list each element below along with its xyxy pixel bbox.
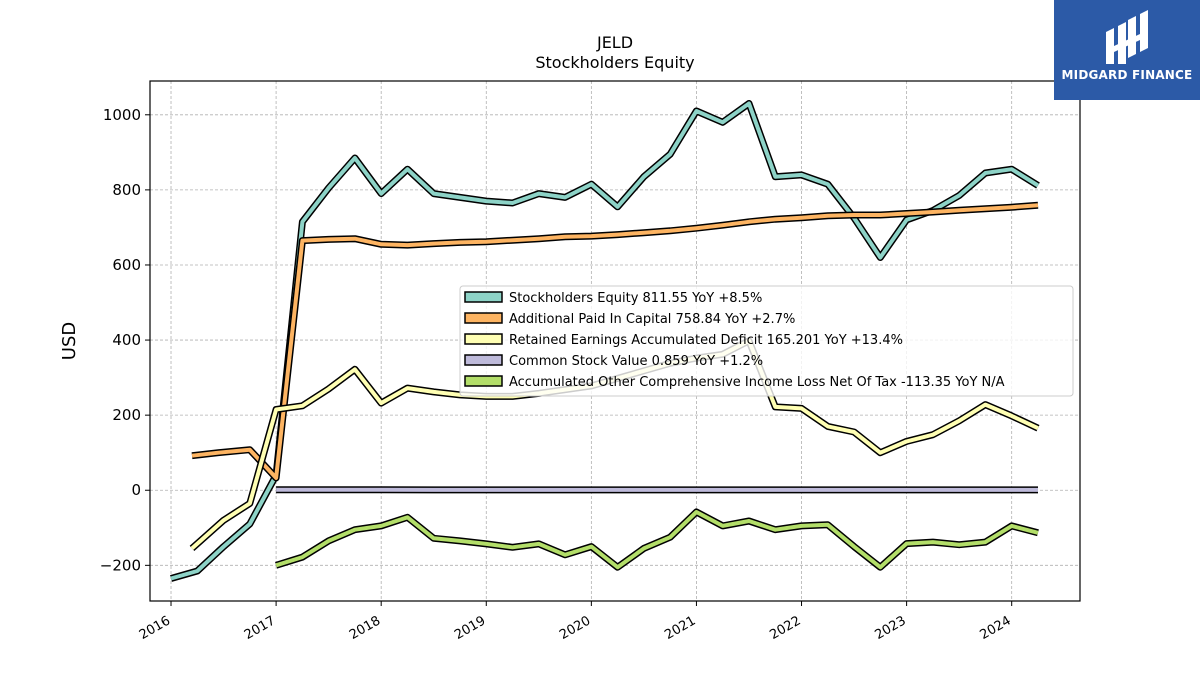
chart-subtitle: Stockholders Equity <box>535 53 694 72</box>
y-tick-label: 800 <box>112 181 141 199</box>
series-5 <box>275 508 1039 571</box>
chart-title: JELD <box>596 33 633 52</box>
legend-swatch <box>464 312 503 324</box>
y-tick-label: 1000 <box>103 106 141 124</box>
y-tick-label: 0 <box>131 481 141 499</box>
y-tick-label: −200 <box>100 556 141 574</box>
logo-mark-icon <box>1106 10 1148 64</box>
x-tick-label: 2022 <box>767 613 803 643</box>
series-line-outline <box>275 508 1039 571</box>
legend-entry: Common Stock Value 0.859 YoY +1.2% <box>509 354 763 369</box>
series-line <box>191 203 1039 480</box>
series-line <box>275 510 1039 570</box>
x-tick-label: 2019 <box>452 613 488 643</box>
x-tick-label: 2017 <box>242 613 278 643</box>
x-tick-label: 2018 <box>347 613 383 643</box>
x-tick-label: 2020 <box>557 613 593 643</box>
y-tick-label: 400 <box>112 331 141 349</box>
series-line <box>170 101 1040 581</box>
x-tick-label: 2016 <box>137 613 173 643</box>
legend-box <box>459 285 1074 397</box>
y-axis-label: USD <box>59 322 80 360</box>
legend-swatch <box>464 354 503 366</box>
legend-swatch <box>464 291 503 303</box>
legend-entry: Stockholders Equity 811.55 YoY +8.5% <box>509 291 762 306</box>
legend-entry: Accumulated Other Comprehensive Income L… <box>509 375 1005 390</box>
logo-text: MIDGARD FINANCE <box>1061 68 1193 82</box>
legend-swatch <box>464 375 503 387</box>
legend-entry: Retained Earnings Accumulated Deficit 16… <box>509 333 903 348</box>
series-1 <box>170 100 1040 582</box>
midgard-finance-logo: MIDGARD FINANCE <box>1054 0 1200 100</box>
legend: Stockholders Equity 811.55 YoY +8.5% Addi… <box>459 285 1074 397</box>
y-tick-label: 600 <box>112 256 141 274</box>
x-tick-label: 2023 <box>872 613 908 643</box>
series-2 <box>191 201 1039 482</box>
x-tick-label: 2021 <box>662 613 698 643</box>
plot-frame <box>149 80 1081 602</box>
legend-entry: Additional Paid In Capital 758.84 YoY +2… <box>509 312 795 327</box>
x-tick-label: 2024 <box>978 613 1014 643</box>
y-tick-label: 200 <box>112 406 141 424</box>
legend-swatch <box>464 333 503 345</box>
